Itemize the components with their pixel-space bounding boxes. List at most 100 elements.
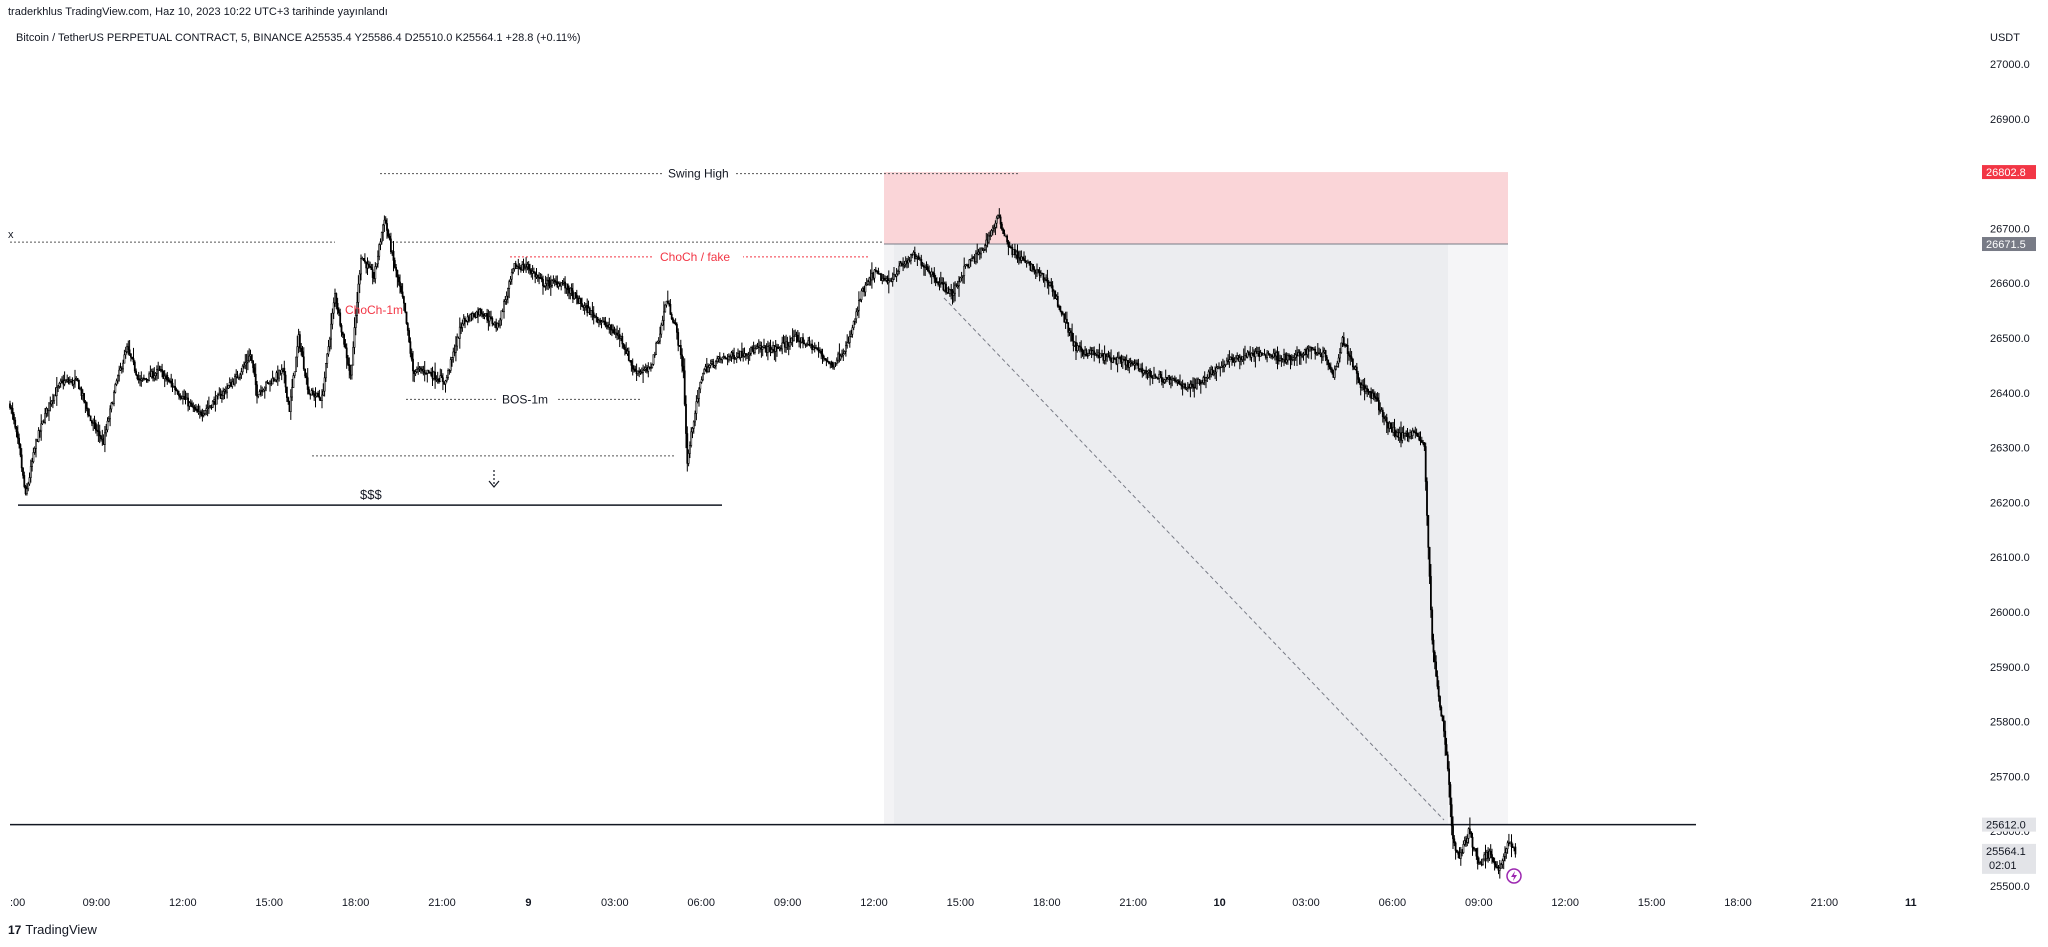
candle-body-down (130, 354, 131, 357)
candle-body-down (389, 236, 390, 239)
candle-body-up (242, 366, 243, 372)
candle-body-down (1359, 379, 1360, 382)
candle-body-down (399, 282, 400, 286)
candle-body-down (390, 239, 391, 252)
candle (653, 355, 654, 366)
candle (1341, 343, 1342, 354)
candle-body-down (345, 344, 346, 348)
candle (587, 299, 588, 317)
candle (1117, 352, 1118, 372)
candle-body-up (845, 346, 846, 352)
candle-body-up (506, 296, 507, 299)
candle-body-up (659, 334, 660, 341)
candle-body-up (446, 378, 447, 381)
candle-body-down (1377, 398, 1378, 401)
candle (376, 264, 377, 270)
candle-body-down (927, 268, 928, 271)
candle (379, 243, 380, 260)
candle-body-up (1463, 844, 1464, 852)
candle-body-up (1322, 352, 1323, 357)
candle (1026, 260, 1027, 267)
candle (436, 375, 437, 382)
candle-body-down (610, 325, 611, 330)
candle (1446, 738, 1447, 756)
candle (1347, 338, 1348, 364)
candle-body-up (1338, 358, 1339, 363)
candle (1218, 362, 1219, 369)
candle-body-down (1094, 351, 1095, 355)
candle (390, 233, 391, 254)
candle-body-up (708, 367, 709, 371)
candle-body-down (1434, 652, 1435, 662)
candle (940, 272, 941, 288)
candle (489, 311, 490, 326)
candle (1343, 332, 1344, 346)
candle-body-up (1503, 856, 1504, 860)
candle-body-down (336, 293, 337, 303)
candle (1447, 752, 1448, 772)
candle-body-down (337, 303, 338, 310)
candle-body-up (643, 370, 644, 372)
candle-body-down (1449, 769, 1450, 785)
candle-body-up (329, 339, 330, 347)
candle-body-down (1051, 283, 1052, 286)
candle-body-down (431, 372, 432, 375)
candle-body-down (1450, 785, 1451, 805)
candle-body-down (398, 277, 399, 282)
candle-body-down (1451, 805, 1452, 826)
candle-body-down (1066, 319, 1067, 323)
candle (1072, 324, 1073, 342)
y-tick-label: 26000.0 (1990, 607, 2030, 619)
candle (598, 319, 599, 327)
candle-body-down (542, 279, 543, 285)
candle-body-down (385, 220, 386, 223)
candle (1043, 273, 1044, 282)
candle-body-down (1445, 731, 1446, 744)
candle-body-down (21, 455, 22, 468)
candle-body-down (528, 264, 529, 269)
candle-body-down (1174, 379, 1175, 381)
candle (1420, 431, 1421, 445)
candle (503, 299, 504, 318)
candle-body-up (1216, 368, 1217, 372)
candle-body-up (259, 392, 260, 395)
candle-body-up (325, 364, 326, 378)
candle-body-up (450, 360, 451, 371)
candle-body-down (622, 336, 623, 344)
candle (1216, 364, 1217, 381)
candle (1131, 360, 1132, 367)
candle (1077, 343, 1078, 353)
x-tick-label: 12:00 (169, 897, 197, 909)
candle (152, 368, 153, 381)
candle (1460, 847, 1461, 866)
candle (1163, 377, 1164, 388)
price-axis[interactable]: USDT27000.026900.026800.026700.026600.02… (1982, 32, 2036, 893)
candle-body-down (167, 375, 168, 380)
candle (1068, 322, 1069, 337)
candle-body-down (318, 393, 319, 396)
candle-body-up (354, 328, 355, 348)
candle (204, 410, 205, 415)
candle-body-up (462, 324, 463, 328)
time-axis[interactable]: :00 09:00 12:00 15:00 18:00 21:00 9 03:00 06:00 0… (10, 897, 1917, 909)
candle-body-down (1352, 359, 1353, 367)
candle-body-up (1506, 849, 1507, 853)
candle (1182, 380, 1183, 396)
y-tick-label: 25800.0 (1990, 717, 2030, 729)
candle-body-down (22, 468, 23, 476)
candle-body-down (16, 427, 17, 432)
candle-body-down (305, 369, 306, 376)
candle-body-down (685, 404, 686, 433)
candle (1506, 848, 1507, 859)
tradingview-logo[interactable]: 17 TradingView (8, 922, 97, 937)
choch-fake-label: ChoCh / fake (660, 250, 730, 264)
candle-body-down (1432, 610, 1433, 640)
candle-body-down (410, 342, 411, 354)
candle (1378, 393, 1379, 415)
candle (802, 333, 803, 348)
candle-body-down (302, 352, 303, 357)
candle (406, 312, 407, 325)
candle-body-down (1424, 442, 1425, 446)
candle (1360, 382, 1361, 395)
